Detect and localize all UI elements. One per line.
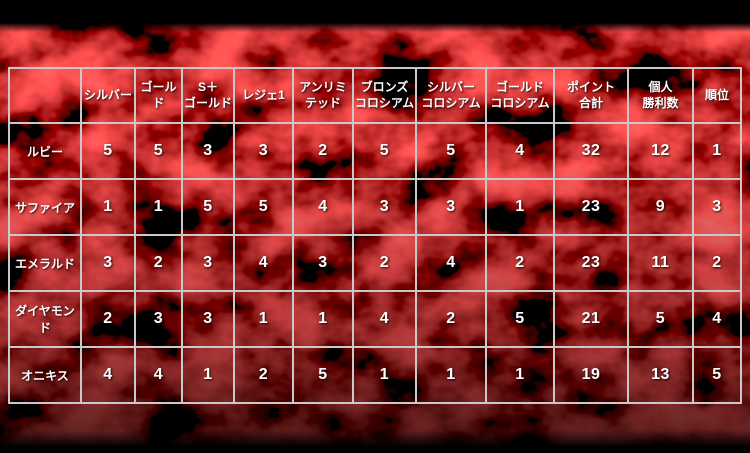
column-header: シルバー コロシアム [415, 67, 487, 124]
value-cell: 23 [553, 234, 629, 292]
table-row: ルビー 5 5 3 3 2 5 5 4 32 12 1 [8, 122, 742, 180]
table-body: ルビー 5 5 3 3 2 5 5 4 32 12 1 サファイア 1 1 5 5 4 3 3 1 23 9 3 エメラルド 3 2… [8, 122, 742, 404]
value-cell: 21 [553, 290, 629, 348]
value-cell: 5 [692, 346, 742, 404]
value-cell: 3 [134, 290, 183, 348]
value-cell: 5 [485, 290, 555, 348]
value-cell: 4 [485, 122, 555, 180]
value-cell: 2 [485, 234, 555, 292]
value-cell: 4 [292, 178, 354, 236]
value-cell: 5 [415, 122, 487, 180]
value-cell: 5 [134, 122, 183, 180]
table-row: エメラルド 3 2 3 4 3 2 4 2 23 11 2 [8, 234, 742, 292]
value-cell: 1 [415, 346, 487, 404]
table-row: サファイア 1 1 5 5 4 3 3 1 23 9 3 [8, 178, 742, 236]
value-cell: 9 [627, 178, 694, 236]
value-cell: 3 [352, 178, 417, 236]
value-cell: 4 [352, 290, 417, 348]
table-row: ダイヤモンド 2 3 3 1 1 4 2 5 21 5 4 [8, 290, 742, 348]
row-header: ルビー [8, 122, 82, 180]
value-cell: 3 [233, 122, 294, 180]
value-cell: 1 [233, 290, 294, 348]
value-cell: 2 [692, 234, 742, 292]
column-header: S＋ ゴールド [181, 67, 235, 124]
row-header: エメラルド [8, 234, 82, 292]
value-cell: 2 [233, 346, 294, 404]
column-header: 個人 勝利数 [627, 67, 694, 124]
column-header: ポイント 合計 [553, 67, 629, 124]
row-header: オニキス [8, 346, 82, 404]
row-header: ダイヤモンド [8, 290, 82, 348]
value-cell: 3 [181, 234, 235, 292]
corner-cell [8, 67, 82, 124]
column-header: アンリミ テッド [292, 67, 354, 124]
row-header: サファイア [8, 178, 82, 236]
value-cell: 2 [134, 234, 183, 292]
value-cell: 4 [134, 346, 183, 404]
value-cell: 3 [80, 234, 136, 292]
header-row: シルバー ゴールド S＋ ゴールド レジェ1 アンリミ テッド ブロンズ コロシアム シルバ… [8, 67, 742, 124]
value-cell: 32 [553, 122, 629, 180]
column-header: ブロンズ コロシアム [352, 67, 417, 124]
value-cell: 23 [553, 178, 629, 236]
value-cell: 1 [292, 290, 354, 348]
column-header: レジェ1 [233, 67, 294, 124]
value-cell: 4 [80, 346, 136, 404]
value-cell: 4 [233, 234, 294, 292]
value-cell: 2 [292, 122, 354, 180]
value-cell: 1 [80, 178, 136, 236]
value-cell: 12 [627, 122, 694, 180]
value-cell: 1 [485, 178, 555, 236]
table-row: オニキス 4 4 1 2 5 1 1 1 19 13 5 [8, 346, 742, 404]
column-header: ゴールド [134, 67, 183, 124]
value-cell: 2 [415, 290, 487, 348]
value-cell: 3 [692, 178, 742, 236]
value-cell: 1 [134, 178, 183, 236]
value-cell: 5 [181, 178, 235, 236]
value-cell: 2 [80, 290, 136, 348]
column-header: シルバー [80, 67, 136, 124]
value-cell: 5 [233, 178, 294, 236]
value-cell: 4 [692, 290, 742, 348]
value-cell: 1 [485, 346, 555, 404]
value-cell: 5 [80, 122, 136, 180]
score-table: シルバー ゴールド S＋ ゴールド レジェ1 アンリミ テッド ブロンズ コロシアム シルバ… [8, 67, 742, 404]
value-cell: 1 [692, 122, 742, 180]
column-header: 順位 [692, 67, 742, 124]
value-cell: 2 [352, 234, 417, 292]
value-cell: 5 [627, 290, 694, 348]
value-cell: 3 [415, 178, 487, 236]
value-cell: 5 [352, 122, 417, 180]
value-cell: 4 [415, 234, 487, 292]
value-cell: 1 [352, 346, 417, 404]
value-cell: 3 [292, 234, 354, 292]
value-cell: 19 [553, 346, 629, 404]
value-cell: 3 [181, 122, 235, 180]
value-cell: 5 [292, 346, 354, 404]
value-cell: 3 [181, 290, 235, 348]
column-header: ゴールド コロシアム [485, 67, 555, 124]
value-cell: 11 [627, 234, 694, 292]
value-cell: 1 [181, 346, 235, 404]
value-cell: 13 [627, 346, 694, 404]
